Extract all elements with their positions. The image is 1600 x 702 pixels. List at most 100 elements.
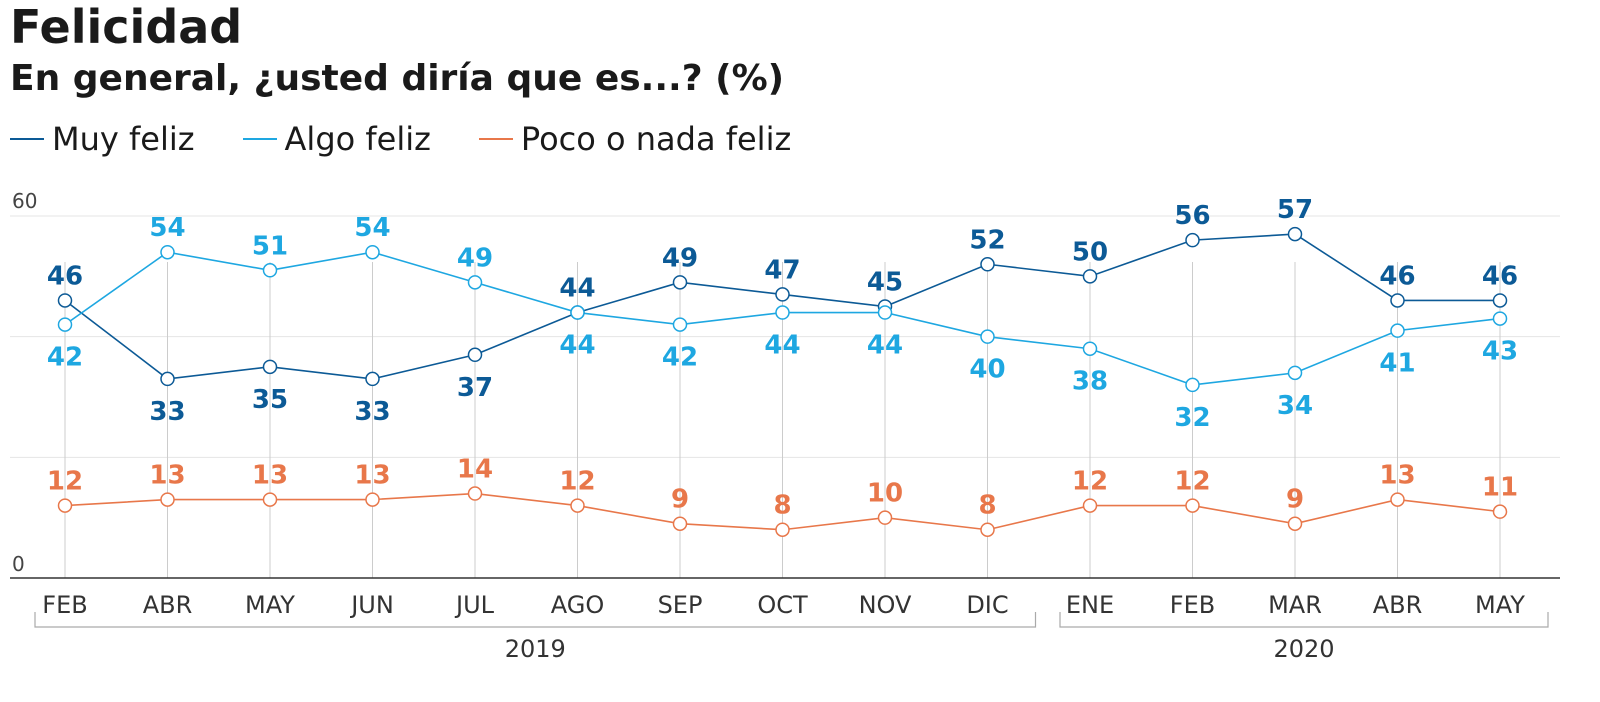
- data-label-poco: 12: [559, 467, 595, 497]
- data-point-poco: [1390, 492, 1405, 507]
- x-tick-label: AGO: [551, 591, 604, 619]
- legend-label-algo-feliz: Algo feliz: [284, 120, 431, 158]
- legend-swatch-muy-feliz: [10, 138, 44, 140]
- data-point-muy: [365, 371, 380, 387]
- data-label-poco: 9: [671, 485, 689, 515]
- data-point-poco: [877, 510, 893, 525]
- data-point-poco: [57, 498, 73, 513]
- data-point-poco: [1185, 498, 1200, 513]
- data-label-muy: 35: [252, 385, 288, 415]
- data-point-muy: [1492, 293, 1508, 308]
- data-point-poco: [1492, 504, 1508, 519]
- data-point-algo: [1390, 323, 1405, 338]
- data-label-algo: 38: [1072, 367, 1108, 397]
- data-label-poco: 8: [978, 491, 996, 521]
- x-tick-label: DIC: [966, 591, 1008, 619]
- data-label-poco: 9: [1286, 485, 1304, 515]
- year-label: 2020: [1273, 635, 1334, 663]
- y-tick-label: 0: [12, 552, 25, 576]
- x-tick-label: ABR: [1373, 591, 1423, 619]
- data-label-muy: 44: [559, 274, 595, 304]
- data-label-muy: 50: [1072, 237, 1108, 267]
- x-tick-label: JUL: [454, 591, 495, 619]
- legend-swatch-poco-feliz: [478, 138, 513, 140]
- data-point-poco: [775, 522, 790, 537]
- data-label-poco: 11: [1482, 473, 1518, 503]
- year-label: 2019: [505, 635, 566, 663]
- x-tick-label: MAY: [1475, 591, 1525, 619]
- data-label-algo: 43: [1482, 337, 1518, 367]
- data-point-poco: [980, 522, 995, 537]
- data-label-muy: 46: [1379, 261, 1415, 291]
- data-point-muy: [980, 257, 995, 272]
- data-labels: 46 33 35 33 37 44 49 47 45 52 50 56 57 46 46 42 54 51 54 49…: [47, 195, 1518, 521]
- data-label-poco: 14: [457, 455, 493, 485]
- x-axis: 60 0 FEB ABR MAY JUN JUL AGO SEP OCT NOV DIC ENE FEB M…: [10, 189, 1560, 663]
- data-point-algo: [1185, 377, 1200, 393]
- data-point-poco: [1287, 516, 1303, 531]
- data-point-algo: [1082, 341, 1098, 356]
- x-tick-label: JUN: [349, 591, 394, 619]
- data-label-muy: 52: [969, 225, 1005, 255]
- legend-label-muy-feliz: Muy feliz: [52, 120, 195, 158]
- data-label-muy: 57: [1277, 195, 1313, 225]
- x-tick-label: ENE: [1066, 591, 1114, 619]
- data-point-algo: [467, 275, 483, 290]
- x-tick-label: FEB: [42, 591, 87, 619]
- chart-subtitle: En general, ¿usted diría que es...? (%): [10, 58, 785, 99]
- x-tick-label: MAY: [245, 591, 295, 619]
- series-points: [57, 226, 1508, 537]
- x-tick-label: OCT: [757, 591, 808, 619]
- data-label-algo: 49: [457, 243, 493, 273]
- data-label-algo: 40: [969, 355, 1005, 385]
- legend: Muy feliz Algo feliz Poco o nada feliz: [10, 120, 839, 158]
- data-label-algo: 44: [559, 331, 595, 361]
- x-tick-label: MAR: [1268, 591, 1322, 619]
- legend-item-poco-feliz: Poco o nada feliz: [478, 120, 792, 158]
- data-label-poco: 13: [149, 461, 185, 491]
- data-point-muy: [1185, 232, 1200, 248]
- data-label-poco: 12: [47, 467, 83, 497]
- data-point-algo: [980, 329, 995, 344]
- data-point-algo: [262, 263, 278, 278]
- data-label-muy: 46: [1482, 261, 1518, 291]
- data-label-algo: 54: [354, 213, 390, 243]
- data-label-algo: 41: [1379, 349, 1415, 379]
- data-point-algo: [160, 244, 175, 260]
- data-point-muy: [775, 287, 790, 302]
- data-point-muy: [467, 347, 483, 363]
- data-label-algo: 32: [1174, 403, 1210, 433]
- legend-label-poco-feliz: Poco o nada feliz: [520, 120, 792, 158]
- data-point-poco: [365, 492, 380, 507]
- data-point-algo: [365, 244, 380, 260]
- chart-title: Felicidad: [10, 0, 243, 54]
- data-point-algo: [570, 305, 585, 320]
- data-label-poco: 10: [867, 479, 903, 509]
- x-tick-label: SEP: [658, 591, 703, 619]
- data-point-poco: [1082, 498, 1098, 513]
- data-label-algo: 44: [764, 331, 800, 361]
- y-tick-label: 60: [12, 189, 37, 213]
- data-point-muy: [1082, 269, 1098, 284]
- data-point-poco: [467, 486, 483, 501]
- data-point-muy: [1390, 293, 1405, 308]
- data-point-muy: [672, 275, 688, 290]
- data-point-algo: [1492, 311, 1508, 326]
- data-label-poco: 12: [1174, 467, 1210, 497]
- data-point-poco: [570, 498, 585, 513]
- data-label-muy: 45: [867, 268, 903, 298]
- data-label-muy: 56: [1174, 201, 1210, 231]
- data-label-muy: 33: [149, 397, 185, 427]
- data-label-muy: 46: [47, 261, 83, 291]
- data-label-muy: 49: [662, 243, 698, 273]
- data-label-muy: 37: [457, 373, 493, 403]
- data-label-poco: 13: [1379, 461, 1415, 491]
- data-label-muy: 33: [354, 397, 390, 427]
- data-point-poco: [262, 492, 278, 507]
- data-label-poco: 8: [773, 491, 791, 521]
- data-label-poco: 12: [1072, 467, 1108, 497]
- data-point-muy: [262, 359, 278, 375]
- data-point-poco: [160, 492, 175, 507]
- data-point-muy: [57, 293, 73, 308]
